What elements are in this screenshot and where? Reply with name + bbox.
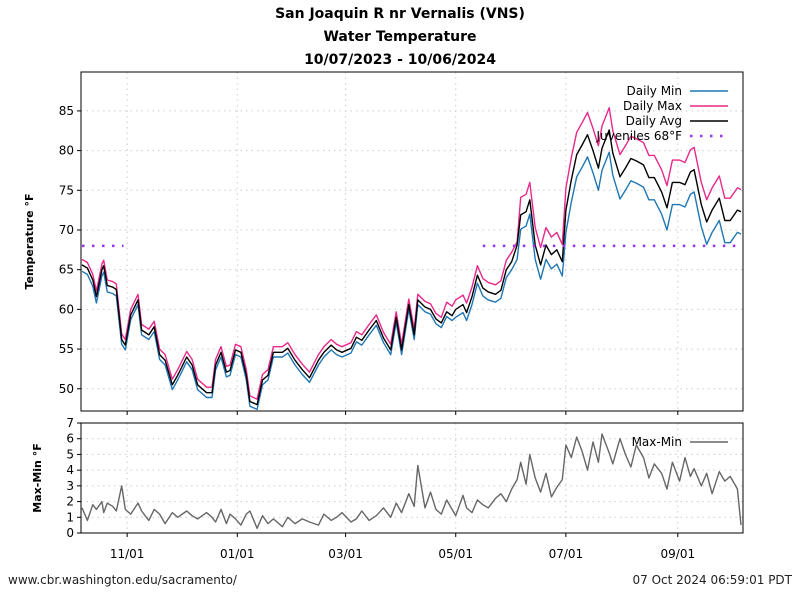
temp-y-tick-label: 50	[59, 382, 74, 396]
x-tick-label: 11/01	[110, 547, 145, 561]
temp-y-tick-label: 85	[59, 104, 74, 118]
series-line-daily-avg	[81, 129, 742, 406]
maxmin-y-tick-label: 4	[66, 463, 74, 477]
maxmin-y-tick-label: 5	[66, 447, 74, 461]
temp-y-tick-label: 70	[59, 223, 74, 237]
legend-label-daily-min: Daily Min	[627, 84, 682, 98]
generated-timestamp: 07 Oct 2024 06:59:01 PDT	[632, 573, 792, 587]
legend-label-max-min: Max-Min	[632, 435, 682, 449]
series-line-daily-min	[81, 151, 742, 411]
legend-label-daily-max: Daily Max	[623, 99, 682, 113]
maxmin-y-tick-label: 6	[66, 432, 74, 446]
maxmin-y-tick-label: 1	[66, 510, 74, 524]
maxmin-y-tick-label: 7	[66, 416, 74, 430]
chart-title-parameter: Water Temperature	[323, 29, 477, 45]
maxmin-y-tick-label: 3	[66, 479, 74, 493]
temp-y-tick-label: 55	[59, 342, 74, 356]
temp-y-axis-label: Temperature °F	[23, 194, 36, 290]
legend-label-daily-avg: Daily Avg	[626, 114, 682, 128]
x-tick-label: 09/01	[661, 547, 696, 561]
source-url[interactable]: www.cbr.washington.edu/sacramento/	[8, 573, 237, 587]
x-tick-label: 05/01	[438, 547, 473, 561]
chart-title-station: San Joaquin R nr Vernalis (VNS)	[275, 6, 525, 22]
chart-title-date-range: 10/07/2023 - 10/06/2024	[304, 52, 496, 68]
legend-label-juveniles-68-f: Juveniles 68°F	[595, 129, 682, 143]
temp-y-tick-label: 65	[59, 263, 74, 277]
x-tick-label: 01/01	[220, 547, 255, 561]
temp-y-tick-label: 80	[59, 144, 74, 158]
temp-y-tick-label: 75	[59, 183, 74, 197]
maxmin-y-tick-label: 2	[66, 495, 74, 509]
temp-plot-frame	[80, 71, 744, 412]
maxmin-plot-frame	[80, 422, 744, 534]
x-tick-label: 07/01	[549, 547, 584, 561]
maxmin-y-tick-label: 0	[66, 526, 74, 540]
series-line-daily-max	[81, 106, 742, 400]
maxmin-y-axis-label: Max-Min °F	[31, 443, 44, 512]
x-tick-label: 03/01	[328, 547, 363, 561]
series-line-max-min	[81, 433, 742, 529]
temp-y-tick-label: 60	[59, 302, 74, 316]
